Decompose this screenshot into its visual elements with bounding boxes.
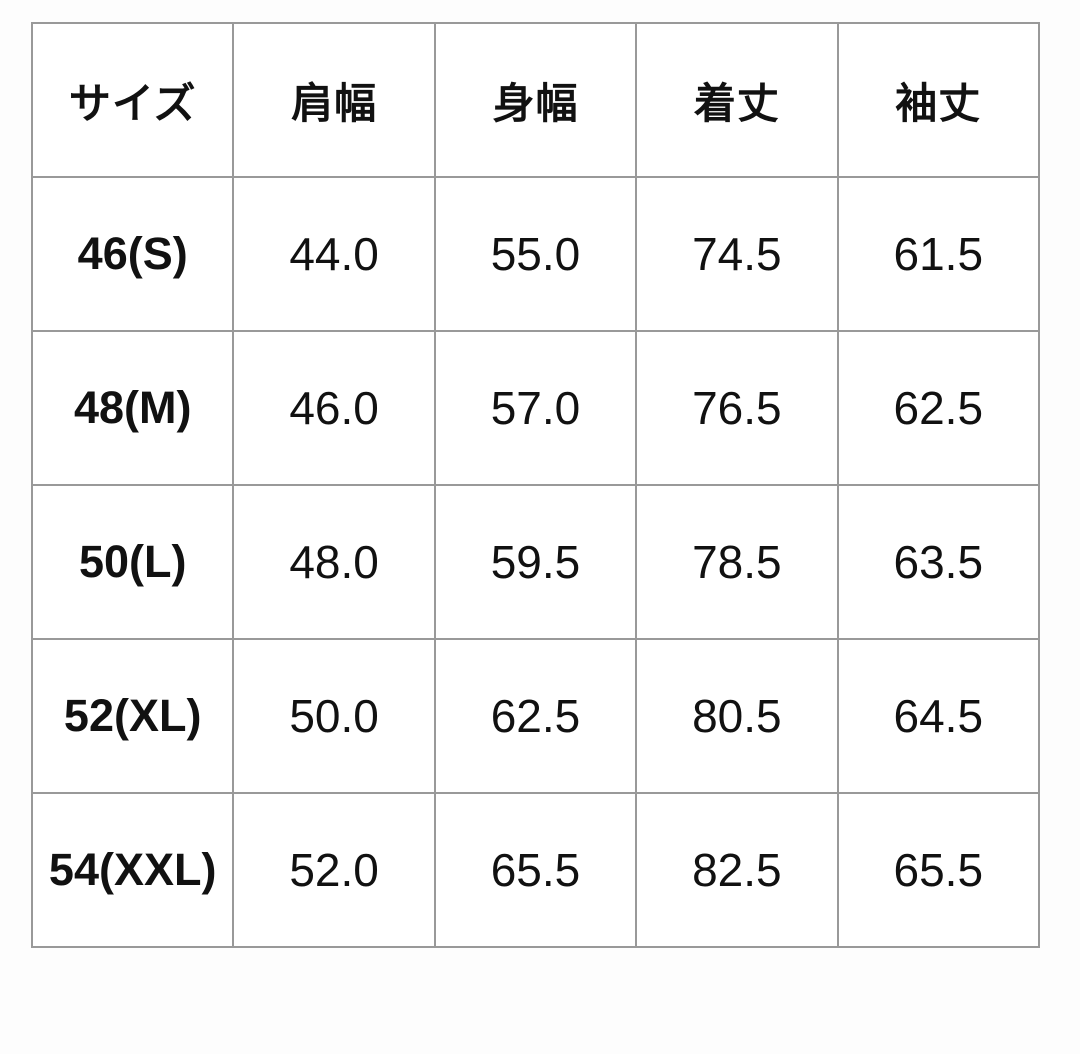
size-label-cell: 52(XL) (30, 638, 235, 794)
header-cell-size: サイズ (30, 22, 235, 178)
length-cell: 80.5 (635, 638, 839, 794)
sleeve-length-cell: 64.5 (836, 638, 1041, 794)
shoulder-width-cell: 48.0 (232, 484, 436, 640)
table-row: 48(M) 46.0 57.0 76.5 62.5 (30, 330, 1041, 486)
length-cell: 76.5 (635, 330, 839, 486)
header-cell-length: 着丈 (635, 22, 839, 178)
body-width-cell: 55.0 (433, 176, 638, 332)
table-row: 50(L) 48.0 59.5 78.5 63.5 (30, 484, 1041, 640)
length-cell: 78.5 (635, 484, 839, 640)
length-cell: 82.5 (635, 792, 839, 948)
shoulder-width-cell: 50.0 (232, 638, 436, 794)
sleeve-length-cell: 62.5 (836, 330, 1041, 486)
body-width-cell: 65.5 (433, 792, 638, 948)
sleeve-length-cell: 63.5 (836, 484, 1041, 640)
sleeve-length-cell: 61.5 (836, 176, 1041, 332)
table-row: 52(XL) 50.0 62.5 80.5 64.5 (30, 638, 1041, 794)
body-width-cell: 62.5 (433, 638, 638, 794)
shoulder-width-cell: 46.0 (232, 330, 436, 486)
table-row: 46(S) 44.0 55.0 74.5 61.5 (30, 176, 1041, 332)
length-cell: 74.5 (635, 176, 839, 332)
header-cell-shoulder-width: 肩幅 (232, 22, 436, 178)
shoulder-width-cell: 52.0 (232, 792, 436, 948)
size-label-cell: 50(L) (30, 484, 235, 640)
body-width-cell: 57.0 (433, 330, 638, 486)
size-chart-body: 46(S) 44.0 55.0 74.5 61.5 48(M) 46.0 57.… (30, 176, 1041, 948)
header-cell-body-width: 身幅 (433, 22, 638, 178)
sleeve-length-cell: 65.5 (836, 792, 1041, 948)
size-chart-header: サイズ 肩幅 身幅 着丈 袖丈 (30, 22, 1041, 178)
size-chart-table: サイズ 肩幅 身幅 着丈 袖丈 46(S) 44.0 55.0 74.5 61.… (30, 22, 1041, 948)
table-row: 54(XXL) 52.0 65.5 82.5 65.5 (30, 792, 1041, 948)
shoulder-width-cell: 44.0 (232, 176, 436, 332)
header-row: サイズ 肩幅 身幅 着丈 袖丈 (30, 22, 1041, 178)
size-label-cell: 48(M) (30, 330, 235, 486)
size-label-cell: 46(S) (30, 176, 235, 332)
body-width-cell: 59.5 (433, 484, 638, 640)
header-cell-sleeve-length: 袖丈 (836, 22, 1041, 178)
size-label-cell: 54(XXL) (30, 792, 235, 948)
